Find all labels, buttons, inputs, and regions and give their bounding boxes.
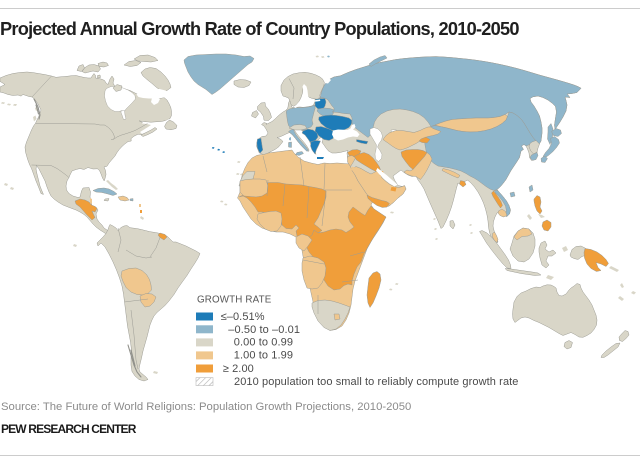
svg-text:1.00 to 1.99: 1.00 to 1.99	[234, 350, 293, 362]
svg-text:0.00 to 0.99: 0.00 to 0.99	[234, 337, 293, 349]
svg-text:–0.50 to –0.01: –0.50 to –0.01	[228, 324, 300, 336]
svg-text:≥ 2.00: ≥ 2.00	[223, 363, 254, 375]
svg-text:2010 population too small to r: 2010 population too small to reliably co…	[234, 376, 519, 388]
svg-text:GROWTH RATE: GROWTH RATE	[197, 295, 272, 306]
svg-text:≤–0.51%: ≤–0.51%	[221, 311, 265, 323]
